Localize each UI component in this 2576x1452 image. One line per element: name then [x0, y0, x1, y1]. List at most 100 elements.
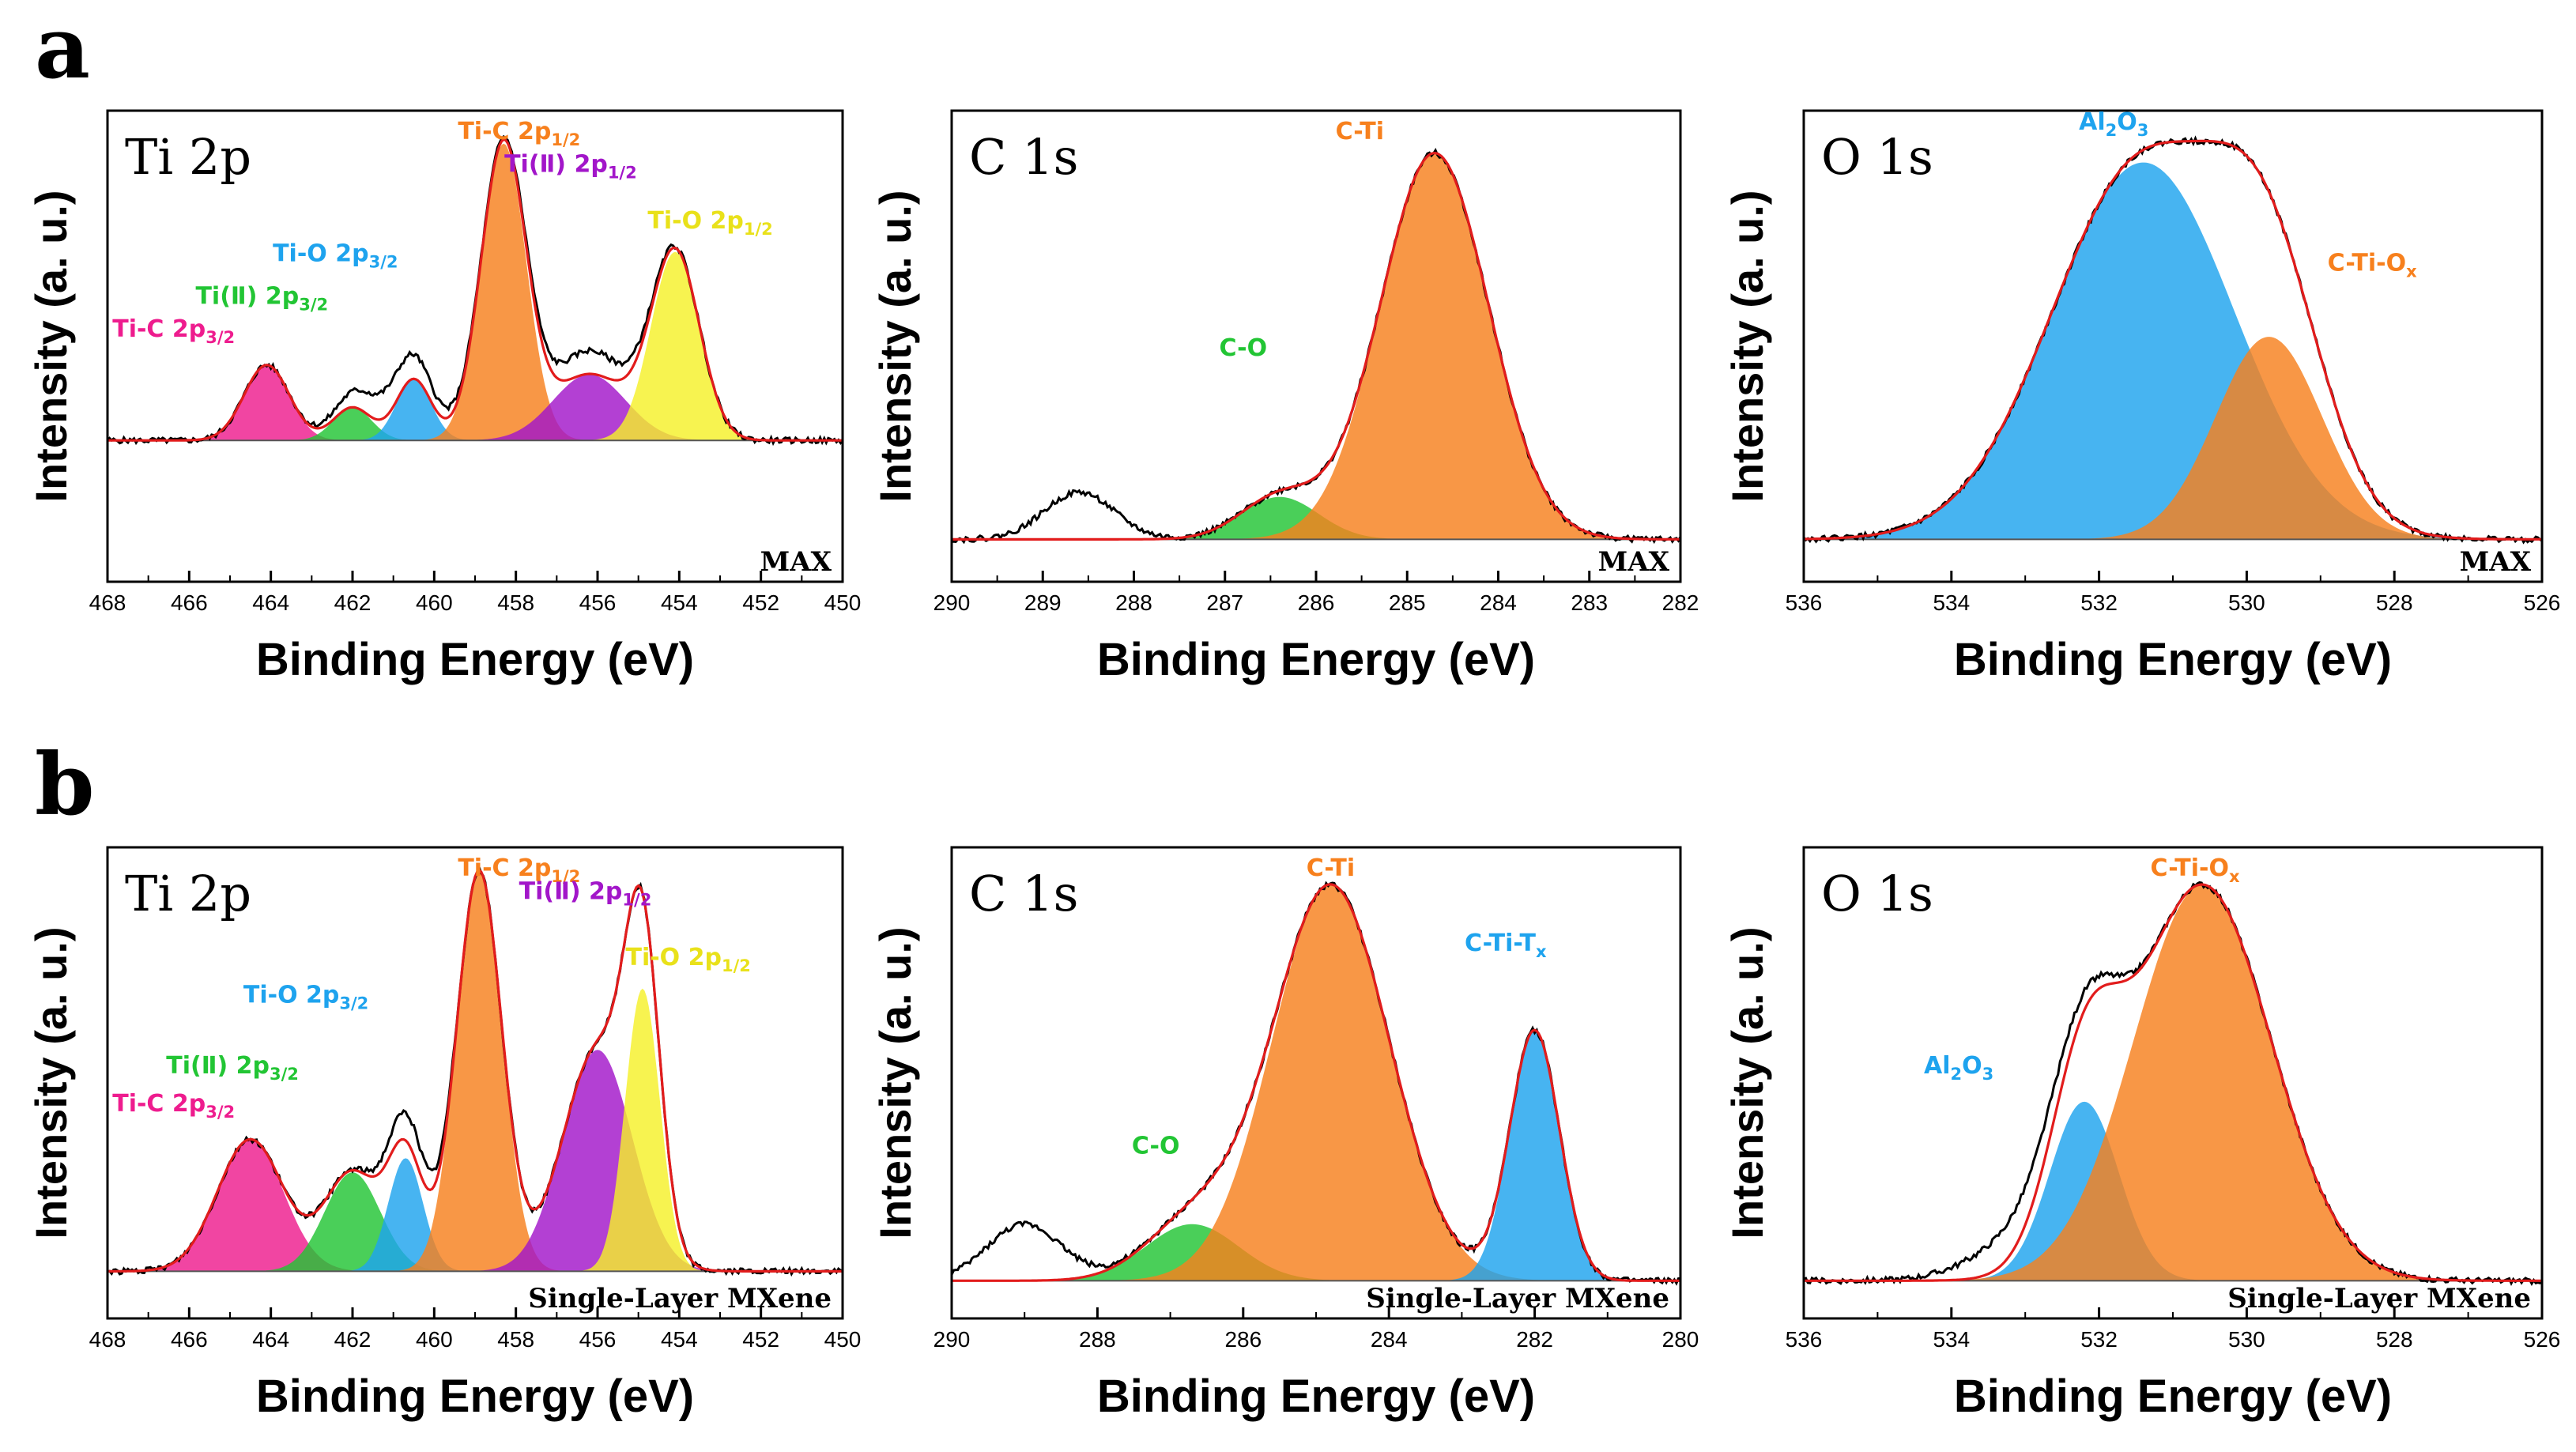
peak-label: C-O: [1219, 334, 1267, 362]
x-axis-label: Binding Energy (eV): [1954, 634, 2392, 685]
peak-label: Ti-O 2p1/2: [625, 944, 750, 975]
chart-a-o1s: 536 534 532 530 528 526 Binding Energy (eV) Int…: [1722, 108, 2560, 685]
peak-label: C-Ti-Ox: [2151, 854, 2240, 886]
x-tick-label: 450: [824, 1327, 862, 1352]
peak-label: Al2O3: [1924, 1052, 1993, 1084]
peak-ti-c-2p3-2: [107, 1139, 843, 1272]
x-tick-label: 284: [1480, 590, 1517, 615]
x-tick-label: 536: [1786, 1327, 1823, 1352]
sample-label: Single-Layer MXene: [1366, 1283, 1669, 1314]
peak-al2o3: [1804, 162, 2542, 540]
x-tick-label: 284: [1371, 1327, 1408, 1352]
x-tick-label: 288: [1115, 590, 1152, 615]
peak-label: C-Ti: [1307, 854, 1356, 882]
x-tick-label: 464: [252, 590, 289, 615]
chart-a-ti2p: 468 466 464 462 460 458 456 454 452 450 Binding En…: [26, 109, 862, 685]
peak-label: C-O: [1132, 1132, 1180, 1160]
x-tick-label: 452: [742, 1327, 779, 1352]
plot-area-a-ti2p: [107, 134, 843, 447]
x-tick-label: 458: [497, 590, 534, 615]
x-tick-label: 462: [334, 590, 372, 615]
x-tick-label: 290: [933, 1327, 971, 1352]
plot-area-b-o1s: [1804, 881, 2542, 1287]
plot-area-a-c1s: [952, 148, 1680, 545]
x-tick-label: 530: [2228, 590, 2265, 615]
chart-b-c1s: 290 288 286 284 282 280 Binding Energy (eV) Int…: [870, 846, 1699, 1422]
x-tick-label: 285: [1389, 590, 1426, 615]
x-tick-label: 534: [1933, 1327, 1970, 1352]
peak-label: Ti(Ⅱ) 2p3/2: [166, 1052, 299, 1084]
x-axis-label: Binding Energy (eV): [1954, 1371, 2392, 1422]
y-axis-label: Intensity (a. u.): [26, 926, 76, 1239]
panel-title: Ti 2p: [125, 865, 251, 922]
peak-label: Ti-O 2p1/2: [647, 207, 772, 239]
x-tick-label: 456: [579, 590, 617, 615]
fit-envelope-line: [107, 868, 843, 1273]
peak-c-ti: [952, 153, 1680, 540]
peak-label: Ti-C 2p3/2: [112, 315, 235, 347]
fit-envelope-line: [952, 152, 1680, 541]
x-tick-label: 458: [497, 1327, 534, 1352]
peak-label: Ti-C 2p1/2: [458, 854, 580, 886]
peak-label: C-Ti-Ox: [2328, 250, 2417, 281]
x-tick-label: 536: [1786, 590, 1823, 615]
sample-label: Single-Layer MXene: [2227, 1283, 2531, 1314]
charts-group: 468 466 464 462 460 458 456 454 452 450 Binding En…: [26, 108, 2560, 1422]
x-axis-label: Binding Energy (eV): [1097, 1371, 1535, 1422]
x-tick-label: 288: [1079, 1327, 1116, 1352]
y-axis-label: Intensity (a. u.): [26, 190, 76, 502]
x-tick-label: 282: [1662, 590, 1699, 615]
x-tick-label: 468: [89, 590, 126, 615]
panel-title: Ti 2p: [125, 128, 251, 186]
sample-label: MAX: [760, 546, 832, 578]
chart-b-ti2p: 468 466 464 462 460 458 456 454 452 450 Binding En…: [26, 846, 862, 1422]
x-tick-label: 454: [661, 1327, 698, 1352]
peak-ti-c-2p1-2: [107, 870, 843, 1272]
fit-envelope-line: [952, 883, 1680, 1282]
peak-label: C-Ti: [1336, 118, 1385, 145]
panel-title: O 1s: [1821, 865, 1933, 922]
x-tick-label: 456: [579, 1327, 617, 1352]
chart-a-c1s: 290 289 288 287 286 285 284 283 282 Binding Energ…: [870, 109, 1699, 685]
x-axis-label: Binding Energy (eV): [256, 1371, 694, 1422]
fit-envelope-line: [107, 138, 843, 442]
x-tick-label: 460: [416, 590, 453, 615]
x-tick-label: 454: [661, 590, 698, 615]
panel-title: O 1s: [1821, 128, 1933, 186]
x-tick-label: 468: [89, 1327, 126, 1352]
x-tick-label: 528: [2376, 1327, 2413, 1352]
x-tick-label: 283: [1571, 590, 1608, 615]
peak-label: Ti-C 2p3/2: [112, 1090, 235, 1122]
peak-label: Al2O3: [2079, 108, 2148, 140]
fit-envelope-line: [1804, 139, 2542, 541]
plot-area-b-ti2p: [107, 863, 843, 1277]
fit-envelope-line: [1804, 883, 2542, 1282]
peak-c-ti-tx: [952, 1031, 1680, 1281]
x-tick-label: 287: [1206, 590, 1243, 615]
x-tick-label: 460: [416, 1327, 453, 1352]
x-tick-label: 528: [2376, 590, 2413, 615]
peak-c-ti-ox: [1804, 337, 2542, 540]
peak-c-ti: [952, 884, 1680, 1281]
peak-label: Ti(Ⅱ) 2p1/2: [519, 878, 652, 910]
panel-label-a: a: [35, 0, 90, 98]
y-axis-label: Intensity (a. u.): [870, 926, 920, 1239]
panel-title: C 1s: [969, 865, 1078, 922]
peak-label: Ti-C 2p1/2: [458, 118, 580, 149]
peak-label: Ti(Ⅱ) 2p3/2: [195, 282, 328, 314]
x-tick-label: 526: [2524, 1327, 2561, 1352]
x-axis-label: Binding Energy (eV): [256, 634, 694, 685]
panel-label-b: b: [35, 735, 95, 835]
y-axis-label: Intensity (a. u.): [1722, 190, 1772, 502]
sample-label: Single-Layer MXene: [528, 1283, 832, 1314]
x-tick-label: 466: [171, 1327, 208, 1352]
peak-c-ti-ox: [1804, 884, 2542, 1281]
x-tick-label: 289: [1024, 590, 1062, 615]
peak-label: Ti-O 2p3/2: [273, 240, 398, 272]
peak-ti-o-2p1-2: [107, 988, 843, 1272]
x-tick-label: 290: [933, 590, 971, 615]
x-tick-label: 530: [2228, 1327, 2265, 1352]
x-tick-label: 450: [824, 590, 862, 615]
sample-label: MAX: [2460, 546, 2532, 578]
